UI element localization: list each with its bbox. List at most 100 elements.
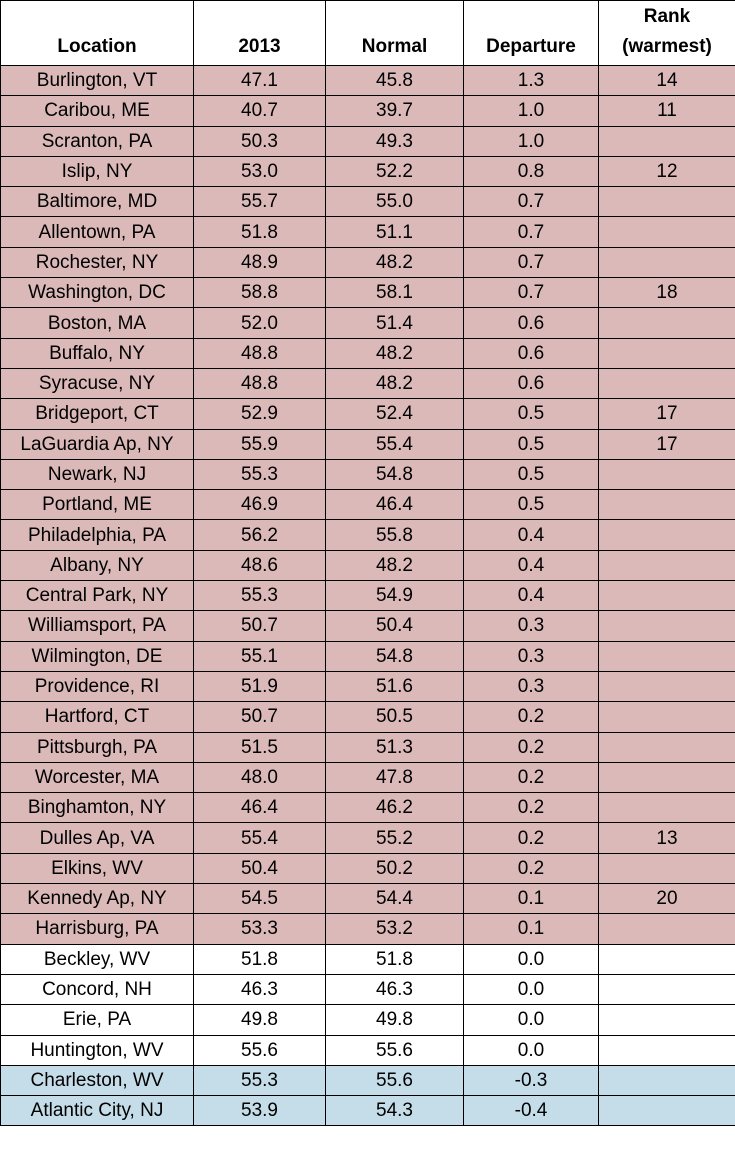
column-header: Departure [463, 0, 599, 66]
table-cell: Erie, PA [0, 1004, 194, 1036]
table-row: Elkins, WV 50.4 50.2 0.2 [0, 852, 735, 885]
table-cell: Dulles Ap, VA [0, 822, 194, 854]
table-cell: 48.2 [325, 337, 464, 369]
empty-cell [598, 580, 735, 612]
table-cell: Concord, NH [0, 973, 194, 1006]
table-cell: Philadelphia, PA [0, 519, 194, 551]
table-cell: Baltimore, MD [0, 186, 194, 218]
table-cell: 54.5 [193, 883, 326, 915]
table-cell: 0.5 [463, 489, 599, 521]
table-cell: 14 [598, 64, 735, 97]
table-row: Bridgeport, CT 52.9 52.4 0.5 17 [0, 398, 735, 430]
table-row: Islip, NY 53.0 52.2 0.8 12 [0, 155, 735, 188]
table-row: Central Park, NY 55.3 54.9 0.4 [0, 580, 735, 612]
table-cell: 0.7 [463, 246, 599, 279]
table-cell: Buffalo, NY [0, 337, 194, 369]
table-cell: 1.3 [463, 64, 599, 97]
table-cell: Harrisburg, PA [0, 913, 194, 945]
table-cell: 11 [598, 95, 735, 127]
table-cell: Pittsburgh, PA [0, 731, 194, 763]
table-cell: 0.7 [463, 216, 599, 248]
table-body: Burlington, VT 47.1 45.8 1.3 14 Caribou, ME 40… [0, 64, 735, 1127]
empty-cell [598, 458, 735, 491]
table-cell: 50.2 [325, 852, 464, 885]
table-cell: 55.4 [193, 822, 326, 854]
table-row: Harrisburg, PA 53.3 53.2 0.1 [0, 913, 735, 945]
table-cell: Syracuse, NY [0, 367, 194, 400]
table-cell: 0.0 [463, 973, 599, 1006]
table-row: Hartford, CT 50.7 50.5 0.2 [0, 701, 735, 733]
empty-cell [598, 792, 735, 824]
empty-cell [598, 973, 735, 1006]
table-cell: 50.4 [193, 852, 326, 885]
table-cell: 51.3 [325, 731, 464, 763]
table-cell: 46.2 [325, 792, 464, 824]
table-row: Huntington, WV 55.6 55.6 0.0 [0, 1034, 735, 1066]
table-cell: 0.6 [463, 367, 599, 400]
table-cell: 58.1 [325, 277, 464, 309]
data-table: Location 2013 Normal Departure Rank (warmest… [0, 0, 735, 1127]
table-row: Allentown, PA 51.8 51.1 0.7 [0, 216, 735, 248]
table-cell: 58.8 [193, 277, 326, 309]
empty-cell [598, 337, 735, 369]
table-cell: 51.8 [325, 943, 464, 975]
table-cell: 46.9 [193, 489, 326, 521]
table-cell: Elkins, WV [0, 852, 194, 885]
table-cell: 39.7 [325, 95, 464, 127]
table-cell: 55.4 [325, 428, 464, 460]
table-cell: Washington, DC [0, 277, 194, 309]
table-row: Boston, MA 52.0 51.4 0.6 [0, 307, 735, 339]
table-cell: 46.4 [325, 489, 464, 521]
table-row: Scranton, PA 50.3 49.3 1.0 [0, 125, 735, 157]
empty-cell [598, 731, 735, 763]
table-cell: 46.3 [193, 973, 326, 1006]
table-row: Charleston, WV 55.3 55.6 -0.3 [0, 1064, 735, 1097]
table-cell: 0.5 [463, 398, 599, 430]
column-header: Rank (warmest) [598, 0, 735, 66]
table-cell: 48.8 [193, 367, 326, 400]
table-cell: 0.4 [463, 519, 599, 551]
table-cell: Beckley, WV [0, 943, 194, 975]
empty-cell [598, 186, 735, 218]
table-cell: 40.7 [193, 95, 326, 127]
empty-cell [598, 307, 735, 339]
empty-cell [598, 216, 735, 248]
table-cell: Central Park, NY [0, 580, 194, 612]
table-cell: Kennedy Ap, NY [0, 883, 194, 915]
table-cell: 53.2 [325, 913, 464, 945]
table-cell: 55.2 [325, 822, 464, 854]
empty-cell [598, 1095, 735, 1127]
table-cell: 17 [598, 428, 735, 460]
table-cell: 0.5 [463, 458, 599, 491]
empty-cell [598, 1004, 735, 1036]
table-cell: 0.1 [463, 883, 599, 915]
table-cell: Scranton, PA [0, 125, 194, 157]
table-cell: 50.4 [325, 610, 464, 642]
table-cell: -0.3 [463, 1064, 599, 1097]
table-cell: 55.9 [193, 428, 326, 460]
table-row: Portland, ME 46.9 46.4 0.5 [0, 489, 735, 521]
table-cell: 46.4 [193, 792, 326, 824]
table-cell: 53.0 [193, 155, 326, 188]
table-cell: 55.1 [193, 640, 326, 672]
table-cell: 49.8 [193, 1004, 326, 1036]
table-cell: 0.0 [463, 943, 599, 975]
table-row: Caribou, ME 40.7 39.7 1.0 11 [0, 95, 735, 127]
table-cell: 0.2 [463, 731, 599, 763]
table-cell: 50.7 [193, 610, 326, 642]
table-cell: Worcester, MA [0, 761, 194, 794]
table-cell: 55.6 [325, 1034, 464, 1066]
table-cell: 54.4 [325, 883, 464, 915]
table-cell: 0.7 [463, 186, 599, 218]
table-cell: 55.6 [193, 1034, 326, 1066]
table-row: Newark, NJ 55.3 54.8 0.5 [0, 458, 735, 491]
table-cell: 50.7 [193, 701, 326, 733]
table-row: Kennedy Ap, NY 54.5 54.4 0.1 20 [0, 883, 735, 915]
table-cell: 49.3 [325, 125, 464, 157]
column-header: Location [0, 0, 194, 66]
table-cell: 54.8 [325, 640, 464, 672]
table-cell: 53.9 [193, 1095, 326, 1127]
table-row: Philadelphia, PA 56.2 55.8 0.4 [0, 519, 735, 551]
empty-cell [598, 913, 735, 945]
table-cell: Bridgeport, CT [0, 398, 194, 430]
